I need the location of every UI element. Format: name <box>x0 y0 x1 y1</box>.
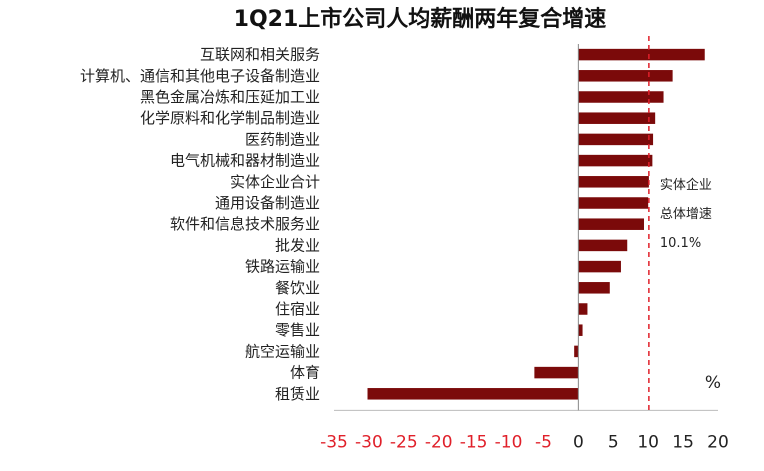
bar <box>578 303 588 315</box>
category-label: 化学原料和化学制品制造业 <box>140 109 320 127</box>
tick-label-group: -35 -30 -25 -20 -15 -10 -5 0 5 10 15 20 <box>320 432 729 452</box>
x-tick-label: -30 <box>355 432 383 452</box>
bar <box>578 239 628 252</box>
reference-note-line: 10.1% <box>660 236 701 251</box>
x-tick-label: -35 <box>320 432 348 452</box>
bar <box>578 48 705 61</box>
category-label: 实体企业合计 <box>230 173 320 191</box>
bar <box>578 112 656 124</box>
x-tick-label: -20 <box>425 432 453 452</box>
x-tick-label: 5 <box>608 432 619 452</box>
x-tick-label: 15 <box>672 432 694 452</box>
category-label: 医药制造业 <box>245 130 320 148</box>
bar <box>578 197 649 209</box>
bar <box>578 70 673 82</box>
x-tick-label: 10 <box>637 432 659 452</box>
category-label: 通用设备制造业 <box>215 194 320 212</box>
bar <box>578 282 610 294</box>
category-label: 电气机械和器材制造业 <box>170 152 320 170</box>
reference-note-line: 总体增速 <box>660 207 712 222</box>
category-label: 铁路运输业 <box>245 258 320 276</box>
unit-label: % <box>705 373 721 393</box>
bar <box>578 176 649 188</box>
x-tick-label: -5 <box>535 432 552 452</box>
bar <box>574 345 579 358</box>
category-label-group: 互联网和相关服务计算机、通信和其他电子设备制造业黑色金属冶炼和压延加工业化学原料… <box>80 46 320 403</box>
category-label: 批发业 <box>275 236 320 254</box>
category-label: 航空运输业 <box>245 342 320 360</box>
x-tick-label: -25 <box>390 432 418 452</box>
category-label: 软件和信息技术服务业 <box>170 215 320 233</box>
category-label: 黑色金属冶炼和压延加工业 <box>140 88 320 106</box>
category-label: 零售业 <box>275 321 320 339</box>
bar <box>578 154 653 167</box>
category-label: 计算机、通信和其他电子设备制造业 <box>80 67 320 85</box>
category-label: 互联网和相关服务 <box>200 46 320 64</box>
x-tick-label: 20 <box>707 432 729 452</box>
category-label: 体育 <box>290 364 320 382</box>
bar <box>578 324 583 336</box>
bar-group <box>367 48 705 400</box>
bar <box>578 91 664 103</box>
x-tick-label: -15 <box>460 432 488 452</box>
bar <box>367 388 579 400</box>
category-label: 租赁业 <box>275 385 320 403</box>
bar <box>534 366 579 379</box>
x-tick-label: 0 <box>573 432 584 452</box>
x-tick-label: -10 <box>495 432 523 452</box>
bar <box>578 260 621 273</box>
category-label: 住宿业 <box>275 300 320 318</box>
chart-title: 1Q21上市公司人均薪酬两年复合增速 <box>234 6 607 32</box>
bar <box>578 218 644 230</box>
reference-note-line: 实体企业 <box>660 177 712 193</box>
category-label: 餐饮业 <box>275 279 320 297</box>
bar <box>578 133 654 146</box>
